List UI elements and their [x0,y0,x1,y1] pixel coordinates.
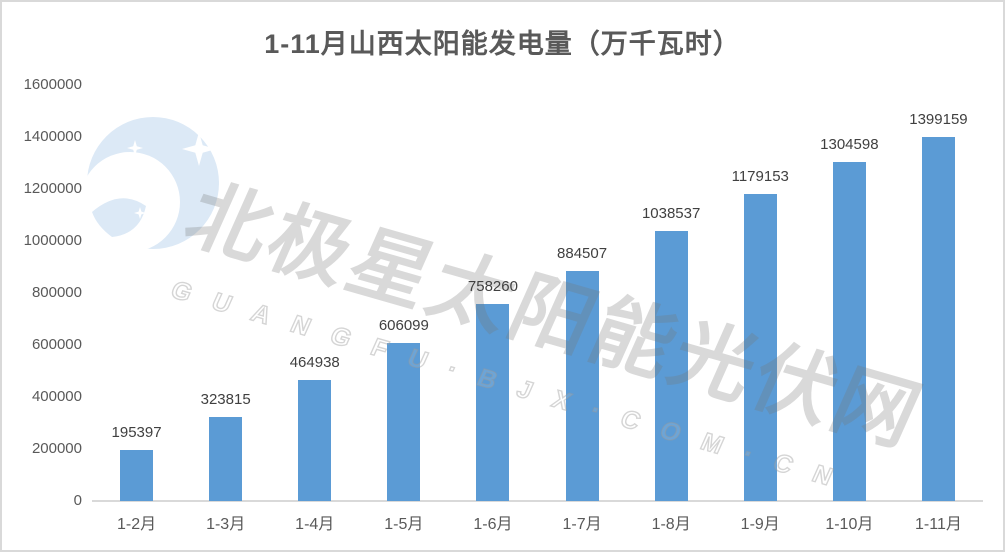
bar-value-label: 1304598 [820,135,879,153]
bar-value-label: 758260 [467,277,518,295]
bar [743,194,777,501]
x-axis-category-label: 1-10月 [825,516,874,533]
y-axis-tick-label: 1600000 [23,76,82,93]
bar-value-label: 884507 [557,245,608,263]
y-axis-tick-label: 800000 [31,284,82,301]
y-axis-tick-label: 200000 [31,440,82,457]
x-axis-category-label: 1-2月 [116,516,157,533]
bar [654,230,688,501]
y-axis-tick-label: 1400000 [23,128,82,145]
x-axis-line [92,500,983,502]
y-axis-tick-label: 1000000 [23,232,82,249]
bar [565,271,599,501]
x-axis-category-label: 1-11月 [915,516,962,533]
x-axis-category-label: 1-3月 [206,516,246,533]
y-axis-tick-label: 600000 [31,336,82,353]
x-axis-category-label: 1-4月 [295,516,335,533]
y-axis-tick-label: 0 [73,492,82,509]
bar-value-label: 464938 [289,354,340,372]
bar-value-label: 1179153 [731,168,789,186]
bar [209,416,243,501]
x-axis-category-label: 1-5月 [384,516,424,533]
x-axis-category-label: 1-6月 [473,516,513,533]
bar-value-label: 323815 [200,390,251,408]
bar-value-label: 1038537 [641,204,701,222]
x-axis-category-label: 1-7月 [562,516,602,533]
bar [476,303,510,501]
bar [120,450,154,501]
chart-title: 1-11月山西太阳能发电量（万千瓦时） [264,29,741,59]
bar [921,137,955,501]
x-axis-category-label: 1-8月 [651,516,691,533]
bar [298,380,332,501]
x-axis-category-label: 1-9月 [740,516,780,533]
bar [387,343,421,501]
bar-value-label: 1399159 [909,111,968,129]
bar-value-label: 606099 [378,317,429,335]
y-axis-tick-label: 1200000 [23,180,82,197]
y-axis-tick-label: 400000 [31,388,82,405]
bar [832,161,866,501]
bar-value-label: 195397 [111,424,162,442]
